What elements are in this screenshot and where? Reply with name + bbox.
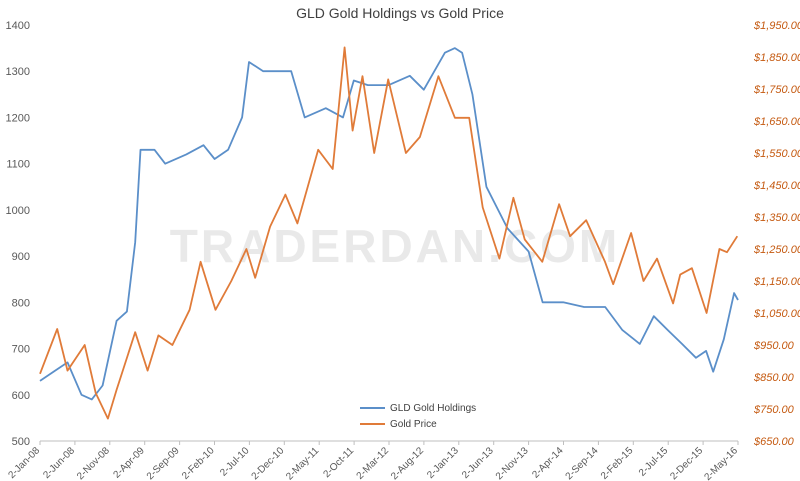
- gold-price-line: [39, 46, 739, 420]
- right-tick-label: $1,950.00: [753, 20, 800, 32]
- right-tick-label: $650.00: [753, 436, 795, 448]
- x-tick-label: 2-Mar-12: [355, 445, 392, 481]
- x-tick-label: 2-Jul-15: [637, 445, 671, 479]
- gld-holdings-line: [39, 47, 739, 401]
- legend-label-gld-holdings: GLD Gold Holdings: [390, 403, 476, 414]
- x-tick-label: 2-Aug-12: [389, 445, 426, 481]
- x-tick-label: 2-Apr-14: [530, 445, 566, 481]
- x-tick-label: 2-Apr-09: [112, 445, 148, 481]
- legend: GLD Gold Holdings Gold Price: [360, 403, 476, 430]
- series-layer: [39, 46, 739, 420]
- x-tick-label: 2-Jan-08: [6, 445, 42, 481]
- left-tick-label: 900: [12, 251, 30, 263]
- right-tick-label: $1,650.00: [753, 116, 800, 128]
- right-tick-label: $850.00: [753, 372, 795, 384]
- right-tick-label: $750.00: [753, 404, 795, 416]
- x-tick-label: 2-Sep-09: [145, 445, 182, 481]
- x-tick-label: 2-Jan-13: [425, 445, 461, 481]
- x-tick-label: 2-Dec-15: [668, 445, 705, 481]
- watermark-text: TRADERDAN.COM: [170, 220, 620, 272]
- chart-title: GLD Gold Holdings vs Gold Price: [296, 5, 504, 21]
- x-tick-label: 2-Feb-15: [599, 445, 636, 481]
- left-tick-label: 1000: [6, 205, 30, 217]
- x-tick-label: 2-Jul-10: [218, 445, 252, 479]
- right-tick-label: $1,450.00: [753, 180, 800, 192]
- left-tick-label: 500: [12, 436, 30, 448]
- left-tick-label: 800: [12, 297, 30, 309]
- right-tick-label: $1,850.00: [753, 52, 800, 64]
- right-axis-ticks: $650.00 $750.00 $850.00 $950.00 $1,050.00 $1,…: [753, 20, 800, 448]
- legend-label-gold-price: Gold Price: [390, 419, 437, 430]
- x-tick-label: 2-Jun-13: [460, 445, 496, 481]
- left-axis-ticks: 500 600 700 800 900 1000 1100 1200 1300 1400: [6, 20, 30, 448]
- x-axis-ticks: 2-Jan-08 2-Jun-082-Nov-08 2-Apr-092-Sep-09…: [6, 441, 740, 481]
- x-tick-label: 2-Dec-10: [250, 445, 287, 481]
- x-tick-label: 2-Feb-10: [180, 445, 217, 481]
- right-tick-label: $1,150.00: [753, 276, 800, 288]
- left-tick-label: 700: [12, 344, 30, 356]
- right-tick-label: $1,750.00: [753, 84, 800, 96]
- right-tick-label: $1,250.00: [753, 244, 800, 256]
- left-tick-label: 1400: [6, 20, 30, 32]
- right-tick-label: $1,050.00: [753, 308, 800, 320]
- x-tick-label: 2-Nov-08: [75, 445, 112, 481]
- x-tick-label: 2-Jun-08: [41, 445, 77, 481]
- x-tick-label: 2-Sep-14: [564, 445, 601, 481]
- left-tick-label: 1200: [6, 112, 30, 124]
- x-tick-label: 2-Nov-13: [494, 445, 531, 481]
- x-tick-label: 2-May-16: [702, 445, 740, 481]
- right-tick-label: $1,350.00: [753, 212, 800, 224]
- left-tick-label: 1300: [6, 66, 30, 78]
- x-tick-label: 2-Oct-11: [321, 445, 356, 480]
- left-tick-label: 600: [12, 390, 30, 402]
- left-tick-label: 1100: [6, 159, 30, 171]
- right-tick-label: $950.00: [753, 340, 795, 352]
- right-tick-label: $1,550.00: [753, 148, 800, 160]
- x-tick-label: 2-May-11: [284, 445, 321, 481]
